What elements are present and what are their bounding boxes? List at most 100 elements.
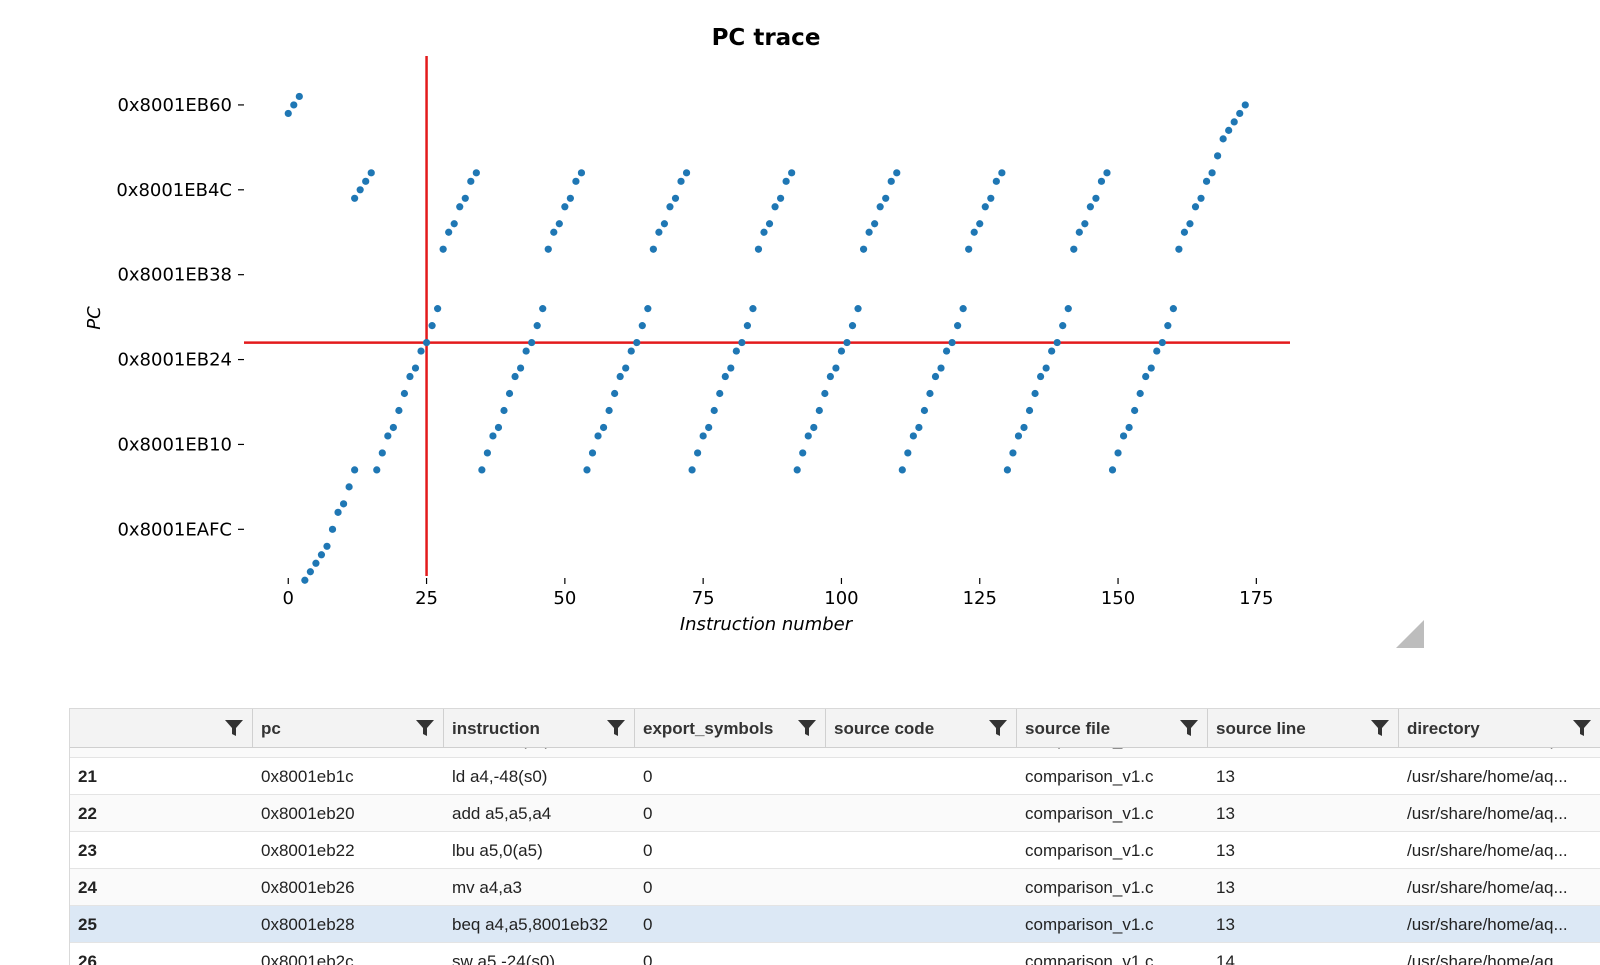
trace-point[interactable] xyxy=(633,338,641,347)
trace-point[interactable] xyxy=(494,423,503,432)
trace-point[interactable] xyxy=(1036,372,1045,381)
trace-point[interactable] xyxy=(688,466,696,474)
trace-point[interactable] xyxy=(1064,305,1072,313)
trace-point[interactable] xyxy=(760,228,768,236)
filter-icon[interactable] xyxy=(1179,719,1199,737)
trace-point[interactable] xyxy=(754,245,763,253)
trace-point[interactable] xyxy=(765,220,774,228)
trace-point[interactable] xyxy=(550,228,558,236)
trace-point[interactable] xyxy=(456,203,464,211)
trace-point[interactable] xyxy=(871,220,879,228)
trace-point[interactable] xyxy=(677,177,685,185)
filter-icon[interactable] xyxy=(224,719,244,737)
trace-point[interactable] xyxy=(450,220,458,228)
trace-point[interactable] xyxy=(295,92,303,101)
trace-point[interactable] xyxy=(1042,364,1050,372)
trace-point[interactable] xyxy=(577,169,586,177)
trace-point[interactable] xyxy=(876,203,884,211)
trace-point[interactable] xyxy=(411,364,420,372)
trace-point[interactable] xyxy=(1230,118,1238,126)
trace-point[interactable] xyxy=(317,551,326,559)
trace-point[interactable] xyxy=(649,245,657,253)
trace-point[interactable] xyxy=(694,449,702,457)
trace-point[interactable] xyxy=(439,245,447,253)
trace-point[interactable] xyxy=(1031,389,1039,398)
trace-point[interactable] xyxy=(1180,228,1189,236)
trace-point[interactable] xyxy=(859,245,868,253)
trace-point[interactable] xyxy=(467,177,475,185)
trace-point[interactable] xyxy=(528,338,536,347)
trace-point[interactable] xyxy=(638,322,646,330)
column-header-source-line[interactable]: source line xyxy=(1208,709,1399,747)
trace-point[interactable] xyxy=(992,177,1000,185)
trace-point[interactable] xyxy=(954,322,962,330)
trace-point[interactable] xyxy=(1070,245,1078,253)
trace-point[interactable] xyxy=(1103,169,1111,177)
trace-point[interactable] xyxy=(312,559,320,567)
trace-point[interactable] xyxy=(572,177,580,185)
trace-point[interactable] xyxy=(351,466,359,474)
trace-point[interactable] xyxy=(594,432,602,440)
trace-point[interactable] xyxy=(904,449,912,457)
trace-point[interactable] xyxy=(1202,177,1211,185)
filter-icon[interactable] xyxy=(415,719,435,737)
trace-point[interactable] xyxy=(716,389,724,398)
trace-point[interactable] xyxy=(362,177,370,185)
trace-point[interactable] xyxy=(804,432,812,440)
column-header-instruction[interactable]: instruction xyxy=(444,709,635,747)
trace-point[interactable] xyxy=(417,347,425,355)
trace-point[interactable] xyxy=(666,203,674,211)
trace-point[interactable] xyxy=(959,305,967,313)
trace-point[interactable] xyxy=(732,347,740,355)
trace-point[interactable] xyxy=(1241,101,1249,109)
table-row[interactable]: 26 0x8001eb2c sw a5,-24(s0) 0 comparison_v1.… xyxy=(70,943,1600,965)
trace-point[interactable] xyxy=(516,364,525,372)
trace-point[interactable] xyxy=(395,406,403,415)
column-header-source-file[interactable]: source file xyxy=(1017,709,1208,747)
trace-point[interactable] xyxy=(848,322,857,330)
trace-point[interactable] xyxy=(926,389,934,398)
trace-point[interactable] xyxy=(655,228,663,236)
trace-point[interactable] xyxy=(1097,177,1106,185)
filter-icon[interactable] xyxy=(1572,719,1592,737)
trace-point[interactable] xyxy=(682,169,691,177)
trace-point[interactable] xyxy=(1059,322,1067,330)
trace-point[interactable] xyxy=(970,228,978,236)
trace-point[interactable] xyxy=(826,372,834,381)
trace-point[interactable] xyxy=(306,568,314,576)
trace-point[interactable] xyxy=(793,466,801,474)
trace-point[interactable] xyxy=(998,169,1006,177)
trace-point[interactable] xyxy=(743,322,752,330)
filter-icon[interactable] xyxy=(797,719,817,737)
trace-point[interactable] xyxy=(544,245,552,253)
trace-point[interactable] xyxy=(976,220,984,228)
trace-point[interactable] xyxy=(981,203,989,211)
column-header-pc[interactable]: pc xyxy=(253,709,444,747)
trace-point[interactable] xyxy=(351,194,359,202)
trace-point[interactable] xyxy=(373,466,381,474)
trace-point[interactable] xyxy=(942,347,951,355)
trace-point[interactable] xyxy=(428,322,436,330)
trace-point[interactable] xyxy=(472,169,480,177)
table-row[interactable]: 25 0x8001eb28 beq a4,a5,8001eb32 0 compariso… xyxy=(70,906,1600,943)
column-header-source-code[interactable]: source code xyxy=(826,709,1017,747)
trace-point[interactable] xyxy=(1075,228,1083,236)
trace-point[interactable] xyxy=(323,542,331,550)
trace-point[interactable] xyxy=(1158,338,1166,347)
trace-point[interactable] xyxy=(1131,406,1139,415)
trace-point[interactable] xyxy=(1175,245,1183,253)
trace-point[interactable] xyxy=(909,432,917,440)
trace-point[interactable] xyxy=(854,305,862,313)
trace-point[interactable] xyxy=(915,423,923,432)
pc-trace-chart[interactable]: PC trace 0 25 50 75 100 125 150 175 0x8001EAFC 0x8… xyxy=(0,0,1600,690)
trace-point[interactable] xyxy=(1186,220,1194,228)
trace-point[interactable] xyxy=(671,194,680,202)
trace-point[interactable] xyxy=(837,347,846,355)
trace-point[interactable] xyxy=(1191,203,1200,211)
trace-point[interactable] xyxy=(799,449,807,457)
trace-point[interactable] xyxy=(384,432,392,440)
trace-point[interactable] xyxy=(284,109,292,118)
trace-point[interactable] xyxy=(1169,305,1177,313)
trace-point[interactable] xyxy=(832,364,840,372)
trace-point[interactable] xyxy=(605,406,613,415)
